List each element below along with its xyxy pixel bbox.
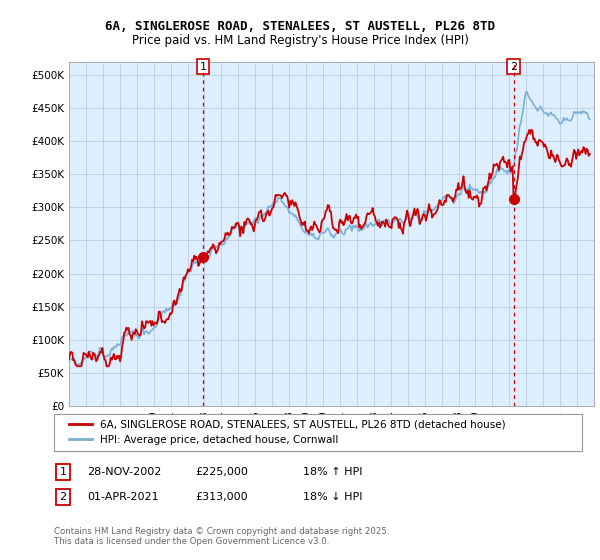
Legend: 6A, SINGLEROSE ROAD, STENALEES, ST AUSTELL, PL26 8TD (detached house), HPI: Aver: 6A, SINGLEROSE ROAD, STENALEES, ST AUSTE… xyxy=(64,416,509,450)
Text: 2: 2 xyxy=(59,492,67,502)
Text: Price paid vs. HM Land Registry's House Price Index (HPI): Price paid vs. HM Land Registry's House … xyxy=(131,34,469,46)
Text: 2: 2 xyxy=(510,62,517,72)
Text: £313,000: £313,000 xyxy=(195,492,248,502)
Text: 18% ↑ HPI: 18% ↑ HPI xyxy=(303,467,362,477)
Text: 6A, SINGLEROSE ROAD, STENALEES, ST AUSTELL, PL26 8TD: 6A, SINGLEROSE ROAD, STENALEES, ST AUSTE… xyxy=(105,20,495,32)
Text: 1: 1 xyxy=(59,467,67,477)
Text: 01-APR-2021: 01-APR-2021 xyxy=(87,492,158,502)
Text: 1: 1 xyxy=(199,62,206,72)
Text: 28-NOV-2002: 28-NOV-2002 xyxy=(87,467,161,477)
Text: £225,000: £225,000 xyxy=(195,467,248,477)
Text: Contains HM Land Registry data © Crown copyright and database right 2025.
This d: Contains HM Land Registry data © Crown c… xyxy=(54,526,389,546)
Text: 18% ↓ HPI: 18% ↓ HPI xyxy=(303,492,362,502)
